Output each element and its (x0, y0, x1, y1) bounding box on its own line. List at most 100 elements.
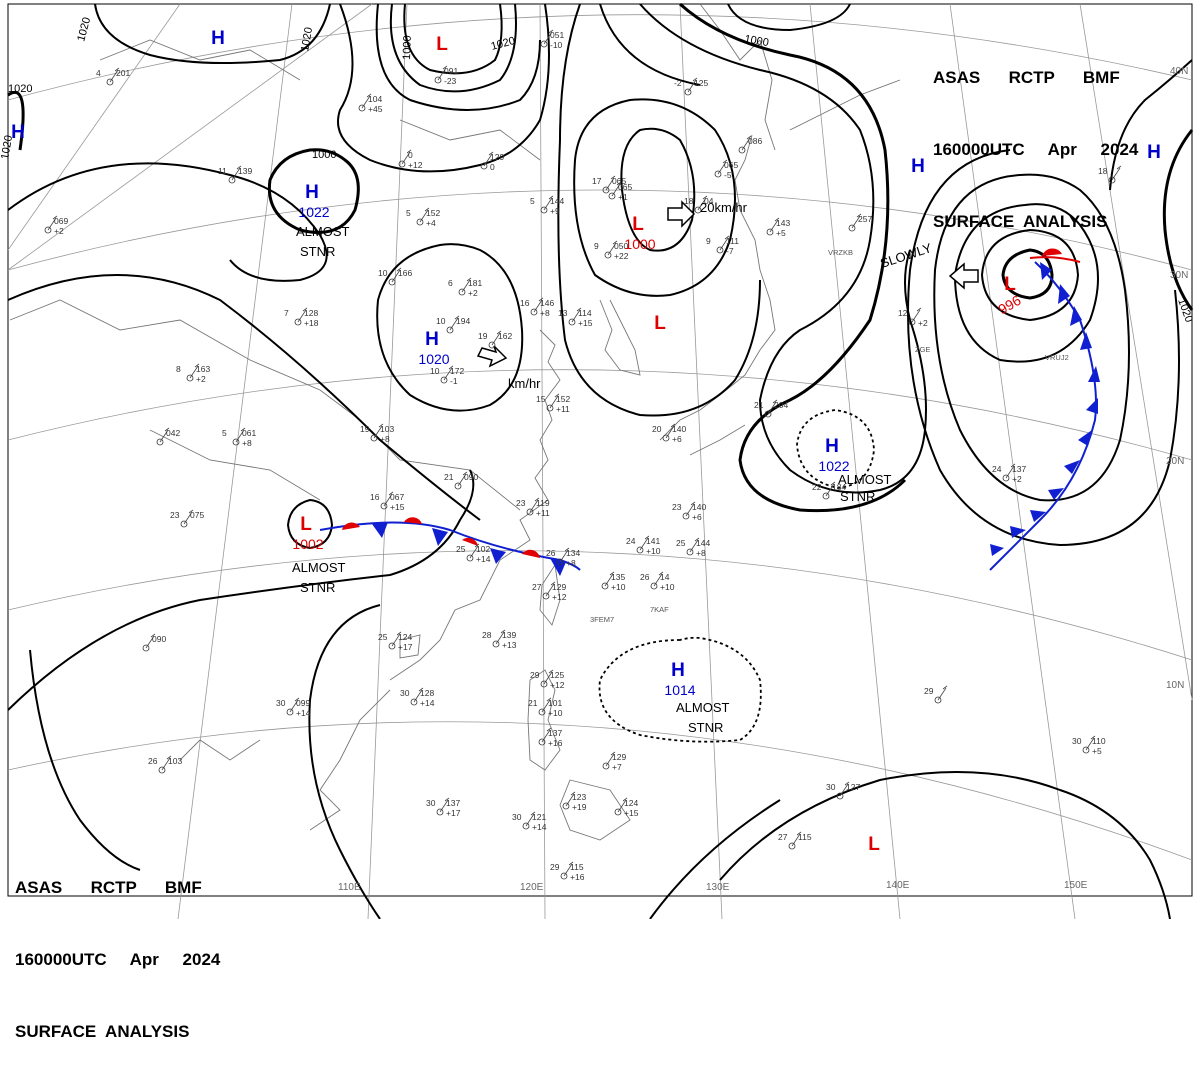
station-pressure: 111 (726, 236, 739, 246)
station-tendency: 0 (490, 162, 495, 172)
station-plot: 25 144+8 (676, 537, 710, 558)
sea-of-okhotsk (699, 3, 761, 61)
station-circle (156, 438, 164, 446)
station-plot: 18 (1098, 165, 1122, 184)
station-tendency: +10 (660, 582, 675, 592)
station-circle (604, 251, 612, 259)
station-pressure: 103 (380, 424, 394, 434)
wind-barb (391, 631, 402, 647)
station-temperature: 27 (778, 832, 788, 842)
station-pressure: 139 (502, 630, 516, 640)
wind-barb (109, 67, 120, 83)
station-circle (492, 640, 500, 648)
station-plot: 27 129+12 (532, 581, 567, 602)
occluded-and-cold-front (989, 248, 1100, 571)
wind-barb (145, 633, 156, 649)
wind-barb (563, 861, 574, 877)
japan-south (689, 424, 746, 456)
center-value: 1000 (624, 236, 655, 252)
station-pressure: 101 (548, 698, 562, 708)
header-line3: SURFACE ANALYSIS (15, 1022, 190, 1041)
station-circle (446, 326, 454, 334)
station-circle (908, 318, 916, 326)
station-plot: 24 141+10 (626, 535, 661, 556)
station-plot: 30 099+14 (276, 697, 311, 718)
station-pressure: 137 (548, 728, 562, 738)
station-temperature: 26 (148, 756, 158, 766)
station-pressure: 067 (390, 492, 404, 502)
station-tendency: +17 (446, 808, 461, 818)
station-pressure: 128 (304, 308, 318, 318)
station-tendency: +8 (242, 438, 252, 448)
station-temperature: 4 (96, 68, 101, 78)
station-pressure: 065 (612, 176, 626, 186)
cold-front-triangle (1048, 488, 1064, 500)
station-pressure: 129 (490, 152, 504, 162)
longitude-label: 140E (886, 880, 910, 891)
almost-stnr-label: ALMOST (292, 560, 346, 575)
station-temperature: 9 (706, 236, 711, 246)
wind-barb (297, 307, 308, 323)
station-plot: 16 067+15 (370, 491, 405, 512)
warm-front-semicircle (342, 522, 360, 530)
isobar (620, 127, 696, 252)
station-tendency: +2 (54, 226, 64, 236)
station-plot: 143+5 (766, 217, 790, 238)
station-temperature: 5 (530, 196, 535, 206)
station-pressure: 124 (398, 632, 412, 642)
center-symbol: H (911, 156, 925, 177)
station-pressure: 04 (704, 196, 714, 206)
isobar-1020 (267, 148, 360, 234)
station-circle (542, 592, 550, 600)
coastlines (9, 3, 901, 841)
station-plot: 26 103 (148, 755, 182, 774)
station-pressure: 042 (166, 428, 180, 438)
station-plot: 257 (848, 213, 872, 232)
wind-barb (449, 315, 460, 331)
station-tendency: +16 (548, 738, 563, 748)
latitude-line (7, 189, 1193, 271)
cold-front-triangle (372, 522, 388, 538)
station-circle (546, 404, 554, 412)
station-circle (458, 288, 466, 296)
station-plot: 30 110+5 (1072, 735, 1106, 756)
station-pressure: 139 (238, 166, 252, 176)
station-plot: 10 166 (378, 267, 412, 286)
station-pressure: 075 (190, 510, 204, 520)
wind-barb (161, 755, 172, 771)
longitude-line (539, 3, 546, 919)
wind-barb (685, 501, 696, 517)
wind-barb (443, 365, 454, 381)
station-plot: 137+16 (538, 727, 563, 748)
station-tendency: +14 (420, 698, 435, 708)
station-tendency: +6 (672, 434, 682, 444)
header-line2: 160000UTC Apr 2024 (15, 950, 221, 969)
station-circle (602, 762, 610, 770)
station-temperature: 10 (430, 366, 440, 376)
station-plot: 123+19 (562, 791, 587, 812)
latitude-line (7, 14, 1193, 101)
station-tendency: +45 (368, 104, 383, 114)
cold-front-triangle (432, 528, 448, 546)
wind-barb (769, 217, 780, 233)
wind-barb (457, 471, 468, 487)
station-temperature: 26 (546, 548, 556, 558)
station-temperature: 15 (536, 394, 546, 404)
isobar (573, 98, 736, 297)
longitude-label: 150E (1064, 880, 1088, 891)
station-plot: 28 139+13 (482, 629, 517, 650)
isobar (953, 203, 1099, 363)
warm-front-semicircle (404, 517, 422, 524)
station-pressure: 119 (536, 498, 550, 508)
station-plot: 065-5 (714, 159, 738, 180)
sakhalin-coast (759, 39, 776, 151)
station-pressure: 124 (624, 798, 638, 808)
station-plot: 19 103+8 (360, 423, 394, 444)
station-tendency: +8 (566, 558, 576, 568)
station-plot: 069+2 (44, 215, 68, 236)
wind-barb (289, 697, 300, 713)
station-plot: 23 075 (170, 509, 204, 528)
station-tendency: +19 (572, 802, 587, 812)
